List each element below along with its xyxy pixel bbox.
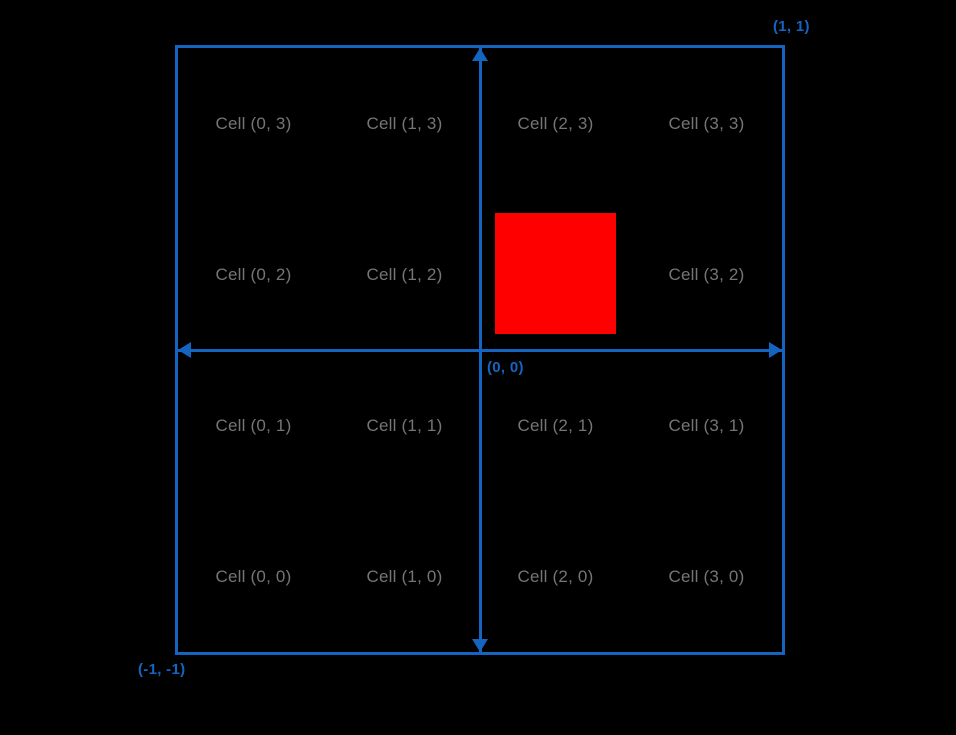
cell-label-0-2: Cell (0, 2) [215, 264, 292, 284]
cell-label-0-3: Cell (0, 3) [215, 113, 292, 133]
x-axis-arrowhead-left-icon [178, 342, 191, 358]
cell-grid: Cell (0, 3) Cell (1, 3) Cell (2, 3) Cell… [178, 48, 782, 652]
x-axis [178, 348, 782, 352]
cell-label-2-1: Cell (2, 1) [517, 415, 594, 435]
x-axis-arrowhead-right-icon [769, 342, 782, 358]
cell-label-0-0: Cell (0, 0) [215, 566, 292, 586]
cell-label-1-2: Cell (1, 2) [366, 264, 443, 284]
origin-label: (0, 0) [487, 359, 524, 376]
cell-label-2-0: Cell (2, 0) [517, 566, 594, 586]
y-axis-arrowhead-down-icon [472, 639, 488, 652]
cell-label-0-1: Cell (0, 1) [215, 415, 292, 435]
cell-label-2-3: Cell (2, 3) [517, 113, 594, 133]
cell-label-3-2: Cell (3, 2) [668, 264, 745, 284]
y-axis-arrowhead-up-icon [472, 48, 488, 61]
cell-label-3-0: Cell (3, 0) [668, 566, 745, 586]
grid-outline: Cell (0, 3) Cell (1, 3) Cell (2, 3) Cell… [175, 45, 785, 655]
highlight-square-cell-2-2 [495, 213, 616, 334]
cell-label-3-3: Cell (3, 3) [668, 113, 745, 133]
cell-label-1-0: Cell (1, 0) [366, 566, 443, 586]
cell-label-3-1: Cell (3, 1) [668, 415, 745, 435]
cell-label-1-3: Cell (1, 3) [366, 113, 443, 133]
cell-label-1-1: Cell (1, 1) [366, 415, 443, 435]
corner-label-bottom-left: (-1, -1) [138, 661, 186, 678]
corner-label-top-right: (1, 1) [773, 18, 810, 35]
